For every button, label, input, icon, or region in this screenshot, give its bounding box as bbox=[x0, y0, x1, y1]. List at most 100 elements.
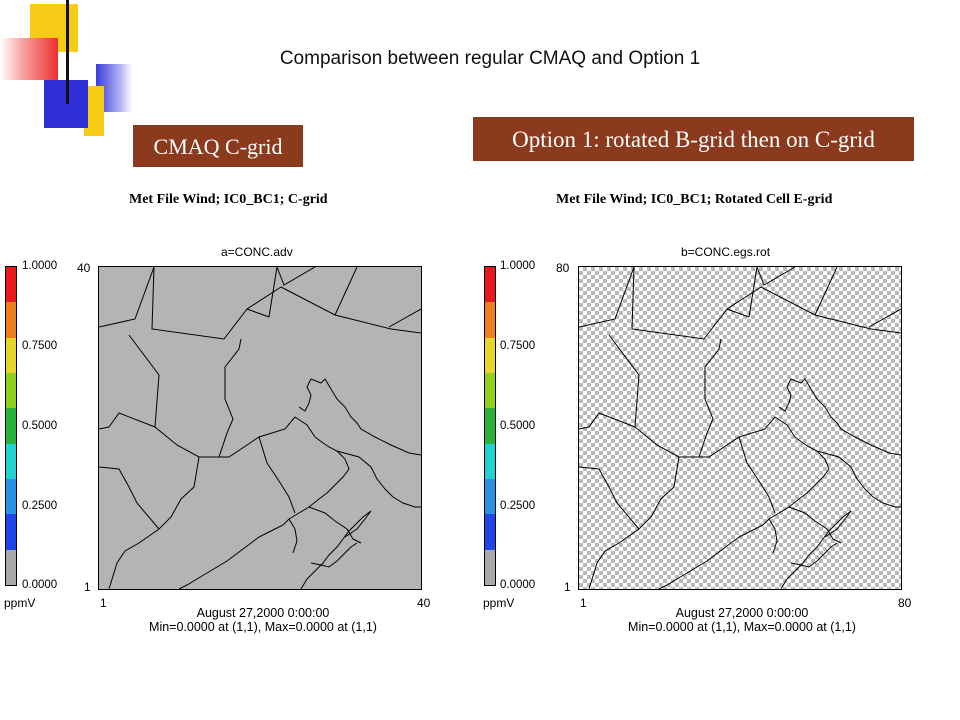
boundary-line bbox=[579, 267, 635, 328]
left-y-max-label: 40 bbox=[77, 261, 91, 275]
boundary-line bbox=[790, 542, 838, 568]
slide-title: Comparison between regular CMAQ and Opti… bbox=[279, 48, 701, 69]
boundary-line bbox=[579, 412, 636, 430]
boundary-line bbox=[330, 388, 421, 456]
county-boundaries bbox=[99, 267, 421, 589]
boundary-line bbox=[790, 378, 812, 390]
boundary-line bbox=[738, 436, 776, 514]
left-x-max-label: 40 bbox=[417, 596, 431, 610]
deco-line-vertical bbox=[66, 0, 69, 104]
boundary-line bbox=[778, 378, 792, 412]
left-colorbar-tick: 0.0000 bbox=[22, 579, 58, 591]
colorbar-band bbox=[6, 443, 16, 479]
boundary-line bbox=[824, 510, 852, 538]
label-option-1: Option 1: rotated B-grid then on C-grid bbox=[473, 117, 914, 161]
colorbar-band bbox=[485, 267, 495, 303]
boundary-line bbox=[631, 267, 762, 340]
boundary-line bbox=[128, 334, 160, 428]
boundary-line bbox=[748, 267, 758, 318]
boundary-line bbox=[280, 286, 421, 334]
left-colorbar bbox=[5, 266, 17, 586]
boundary-line bbox=[246, 308, 270, 318]
colorbar-band bbox=[6, 514, 16, 550]
colorbar-band bbox=[485, 443, 495, 479]
boundary-line bbox=[388, 308, 421, 328]
label-cmaq-c-grid: CMAQ C-grid bbox=[133, 125, 303, 167]
right-x-max-label: 80 bbox=[898, 596, 912, 610]
right-colorbar bbox=[484, 266, 496, 586]
boundary-line bbox=[308, 506, 362, 544]
boundary-line bbox=[780, 510, 852, 589]
boundary-line bbox=[608, 334, 640, 428]
boundary-line bbox=[151, 267, 282, 340]
boundary-line bbox=[336, 450, 421, 508]
right-colorbar-tick: 0.2500 bbox=[500, 500, 536, 512]
boundary-line bbox=[698, 338, 722, 458]
county-boundaries bbox=[579, 267, 901, 589]
boundary-line bbox=[288, 518, 298, 554]
boundary-line bbox=[298, 378, 312, 412]
colorbar-band bbox=[485, 549, 495, 585]
right-footer: August 27,2000 0:00:00 Min=0.0000 at (1,… bbox=[587, 606, 897, 634]
colorbar-band bbox=[485, 372, 495, 409]
right-footer-stats: Min=0.0000 at (1,1), Max=0.0000 at (1,1) bbox=[628, 620, 856, 634]
left-plot-title: Met File Wind; IC0_BC1; C-grid bbox=[129, 192, 328, 207]
boundary-line bbox=[99, 466, 160, 530]
colorbar-band bbox=[485, 514, 495, 550]
deco-square-red bbox=[0, 38, 58, 80]
boundary-line bbox=[816, 450, 901, 508]
right-plot-title: Met File Wind; IC0_BC1; Rotated Cell E-g… bbox=[556, 192, 833, 207]
boundary-line bbox=[300, 510, 372, 589]
colorbar-band bbox=[6, 549, 16, 585]
right-colorbar-unit: ppmV bbox=[483, 596, 515, 610]
left-colorbar-unit: ppmV bbox=[4, 596, 36, 610]
right-colorbar-tick: 1.0000 bbox=[500, 260, 536, 272]
boundary-line bbox=[814, 267, 838, 316]
right-colorbar-tick: 0.0000 bbox=[500, 579, 536, 591]
boundary-line bbox=[726, 308, 750, 318]
left-x-min-label: 1 bbox=[100, 596, 107, 610]
boundary-line bbox=[218, 338, 242, 458]
colorbar-band bbox=[485, 337, 495, 373]
right-colorbar-tick: 0.5000 bbox=[500, 420, 536, 432]
right-map-plot bbox=[578, 266, 902, 590]
colorbar-band bbox=[6, 372, 16, 409]
colorbar-band bbox=[6, 478, 16, 515]
left-map-plot bbox=[98, 266, 422, 590]
boundary-line bbox=[99, 267, 155, 328]
left-plot-subtitle: a=CONC.adv bbox=[221, 245, 293, 259]
colorbar-band bbox=[6, 267, 16, 303]
boundary-line bbox=[868, 308, 901, 328]
right-y-min-label: 1 bbox=[564, 580, 571, 594]
left-colorbar-tick: 0.2500 bbox=[22, 500, 58, 512]
boundary-line bbox=[334, 267, 358, 316]
left-footer-stats: Min=0.0000 at (1,1), Max=0.0000 at (1,1) bbox=[149, 620, 377, 634]
boundary-line bbox=[276, 267, 316, 286]
boundary-line bbox=[768, 518, 778, 554]
right-colorbar-tick: 0.7500 bbox=[500, 340, 536, 352]
boundary-line bbox=[658, 436, 830, 589]
boundary-line bbox=[310, 378, 332, 390]
colorbar-band bbox=[6, 302, 16, 338]
left-colorbar-tick: 0.5000 bbox=[22, 420, 58, 432]
boundary-line bbox=[756, 267, 796, 286]
colorbar-band bbox=[485, 302, 495, 338]
boundary-line bbox=[760, 286, 901, 334]
boundary-line bbox=[788, 506, 842, 544]
boundary-line bbox=[344, 510, 372, 538]
left-footer: August 27,2000 0:00:00 Min=0.0000 at (1,… bbox=[108, 606, 418, 634]
boundary-line bbox=[810, 388, 901, 456]
boundary-line bbox=[99, 412, 156, 430]
boundary-line bbox=[268, 267, 278, 318]
colorbar-band bbox=[485, 408, 495, 444]
boundary-line bbox=[154, 416, 316, 458]
right-y-max-label: 80 bbox=[556, 261, 570, 275]
boundary-line bbox=[579, 466, 640, 530]
colorbar-band bbox=[6, 408, 16, 444]
left-footer-date: August 27,2000 0:00:00 bbox=[196, 606, 330, 620]
left-colorbar-tick: 1.0000 bbox=[22, 260, 58, 272]
colorbar-band bbox=[6, 337, 16, 373]
left-colorbar-tick: 0.7500 bbox=[22, 340, 58, 352]
right-x-min-label: 1 bbox=[580, 596, 587, 610]
boundary-line bbox=[310, 542, 358, 568]
